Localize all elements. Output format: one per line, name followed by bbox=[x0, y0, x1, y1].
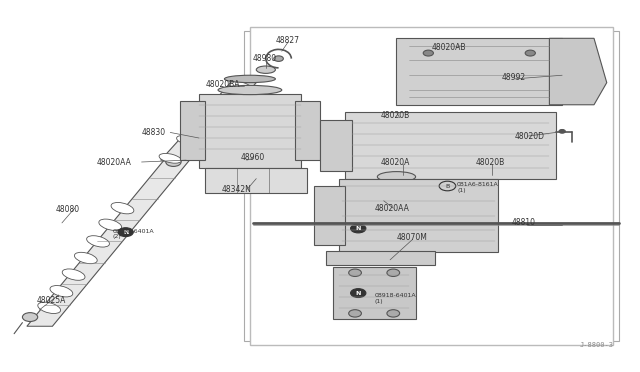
Polygon shape bbox=[333, 267, 415, 319]
Ellipse shape bbox=[50, 286, 73, 297]
Polygon shape bbox=[339, 179, 499, 253]
Circle shape bbox=[349, 269, 362, 276]
Polygon shape bbox=[396, 38, 562, 105]
Ellipse shape bbox=[99, 219, 122, 230]
Ellipse shape bbox=[274, 56, 284, 61]
Text: N: N bbox=[123, 230, 129, 235]
Polygon shape bbox=[250, 27, 613, 345]
Text: 48020AA: 48020AA bbox=[374, 203, 409, 213]
Ellipse shape bbox=[159, 153, 181, 163]
Text: 48020B: 48020B bbox=[476, 157, 506, 167]
Ellipse shape bbox=[74, 252, 97, 264]
Ellipse shape bbox=[378, 171, 415, 182]
Text: 08918-6401A
(1): 08918-6401A (1) bbox=[374, 293, 416, 304]
Ellipse shape bbox=[229, 81, 252, 91]
Ellipse shape bbox=[111, 202, 134, 214]
Text: N: N bbox=[356, 291, 361, 296]
Text: 48020BA: 48020BA bbox=[205, 80, 240, 89]
Text: 48020A: 48020A bbox=[381, 157, 410, 167]
Ellipse shape bbox=[256, 66, 275, 73]
Polygon shape bbox=[180, 101, 205, 160]
Text: N: N bbox=[356, 226, 361, 231]
Text: 08918-6401A
(2): 08918-6401A (2) bbox=[113, 229, 154, 240]
Text: 48342N: 48342N bbox=[221, 185, 251, 194]
Ellipse shape bbox=[177, 135, 199, 145]
Circle shape bbox=[349, 310, 362, 317]
Ellipse shape bbox=[38, 302, 61, 314]
Polygon shape bbox=[27, 157, 193, 326]
Text: 48080: 48080 bbox=[56, 205, 79, 215]
Text: 48020AB: 48020AB bbox=[431, 43, 466, 52]
Polygon shape bbox=[314, 186, 346, 245]
Circle shape bbox=[166, 158, 181, 166]
Text: 48827: 48827 bbox=[275, 36, 300, 45]
Text: 48810: 48810 bbox=[511, 218, 535, 227]
Text: 48960: 48960 bbox=[241, 153, 264, 162]
Text: 48070M: 48070M bbox=[396, 233, 428, 242]
Circle shape bbox=[423, 50, 433, 56]
Ellipse shape bbox=[194, 118, 216, 127]
Polygon shape bbox=[199, 94, 301, 167]
Polygon shape bbox=[346, 112, 556, 179]
Polygon shape bbox=[161, 83, 256, 160]
Circle shape bbox=[387, 269, 399, 276]
Circle shape bbox=[351, 289, 366, 298]
Text: 081A6-8161A
(1): 081A6-8161A (1) bbox=[457, 182, 499, 193]
Text: 48020AA: 48020AA bbox=[97, 157, 132, 167]
Ellipse shape bbox=[218, 86, 282, 94]
Polygon shape bbox=[294, 101, 320, 160]
Text: 48830: 48830 bbox=[141, 128, 166, 137]
Text: 48980: 48980 bbox=[253, 54, 277, 63]
Text: 48020D: 48020D bbox=[515, 132, 545, 141]
Polygon shape bbox=[244, 31, 620, 341]
Circle shape bbox=[351, 224, 366, 233]
Text: 48025A: 48025A bbox=[36, 296, 66, 305]
Text: 48992: 48992 bbox=[502, 73, 525, 81]
Circle shape bbox=[118, 228, 133, 237]
Circle shape bbox=[22, 312, 38, 321]
Text: B: B bbox=[445, 183, 449, 189]
Text: 48020B: 48020B bbox=[381, 111, 410, 121]
Polygon shape bbox=[326, 251, 435, 265]
Ellipse shape bbox=[225, 75, 275, 83]
Ellipse shape bbox=[62, 269, 85, 280]
Circle shape bbox=[525, 50, 536, 56]
Text: J-8800-3: J-8800-3 bbox=[579, 343, 613, 349]
Polygon shape bbox=[205, 167, 307, 193]
Circle shape bbox=[559, 129, 565, 133]
Ellipse shape bbox=[212, 99, 234, 109]
Ellipse shape bbox=[86, 236, 109, 247]
Polygon shape bbox=[320, 119, 352, 171]
Circle shape bbox=[387, 310, 399, 317]
Polygon shape bbox=[549, 38, 607, 105]
